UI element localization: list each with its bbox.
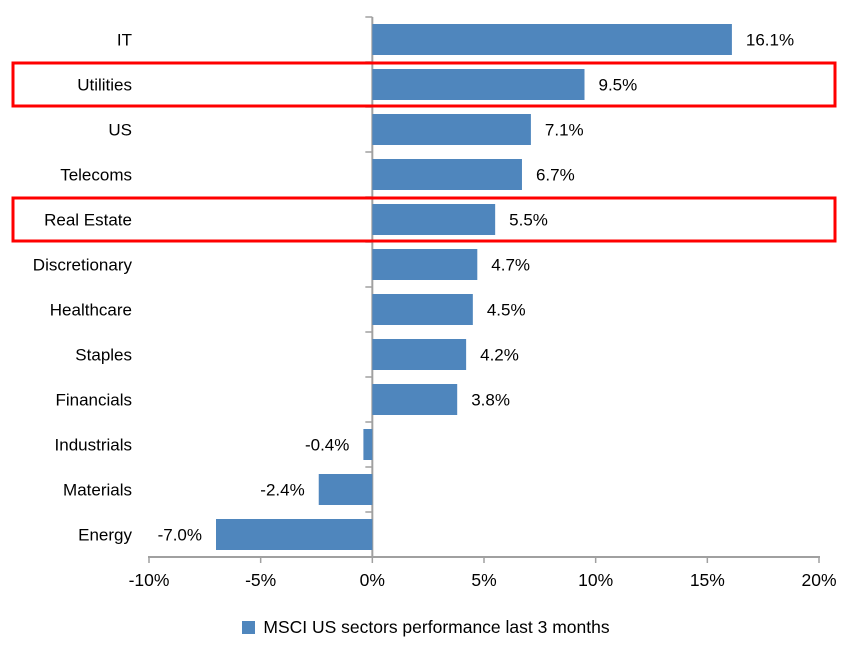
bar: [318, 474, 373, 505]
highlight-box: [11, 61, 837, 108]
value-label: 16.1%: [746, 30, 794, 49]
bar: [216, 519, 373, 550]
legend-label: MSCI US sectors performance last 3 month…: [263, 616, 610, 637]
category-label: Utilities: [77, 75, 132, 94]
value-label: -0.4%: [305, 435, 349, 454]
value-axis-tick-label: 0%: [360, 570, 385, 590]
bar: [372, 114, 531, 145]
bar: [372, 339, 467, 370]
category-label: US: [108, 120, 132, 139]
bar: [372, 249, 478, 280]
value-axis-tick-label: -10%: [129, 570, 170, 590]
value-label: 7.1%: [545, 120, 584, 139]
legend: MSCI US sectors performance last 3 month…: [0, 614, 852, 640]
category-label: Industrials: [55, 435, 132, 454]
category-label: Materials: [63, 480, 132, 499]
value-label: 9.5%: [599, 75, 638, 94]
category-label: Real Estate: [44, 210, 132, 229]
category-label: Telecoms: [60, 165, 132, 184]
value-axis-tick-label: 20%: [801, 570, 836, 590]
legend-marker-icon: [242, 620, 256, 634]
bar: [372, 204, 496, 235]
highlight-box: [11, 196, 837, 243]
value-axis-tick-label: -5%: [245, 570, 276, 590]
value-label: 5.5%: [509, 210, 548, 229]
value-label: 6.7%: [536, 165, 575, 184]
bar: [372, 294, 473, 325]
bar: [363, 429, 373, 460]
value-label: 3.8%: [471, 390, 510, 409]
bar: [372, 159, 522, 190]
value-label: -2.4%: [260, 480, 304, 499]
category-label: Healthcare: [50, 300, 132, 319]
value-label: 4.2%: [480, 345, 519, 364]
value-axis-tick-label: 10%: [578, 570, 613, 590]
category-label: Discretionary: [33, 255, 133, 274]
value-label: -7.0%: [158, 525, 202, 544]
value-axis-tick-label: 5%: [471, 570, 496, 590]
category-label: IT: [117, 30, 132, 49]
chart-svg: -10% -5% 0% 5% 10% 15% 20% IT 16.1% Utilities 9.5%…: [11, 16, 837, 590]
bar: [372, 69, 585, 100]
category-label: Staples: [75, 345, 132, 364]
bar: [372, 384, 458, 415]
value-label: 4.5%: [487, 300, 526, 319]
value-axis-tick-label: 15%: [690, 570, 725, 590]
bar: [372, 24, 732, 55]
category-label: Financials: [55, 390, 132, 409]
category-label: Energy: [78, 525, 132, 544]
value-label: 4.7%: [491, 255, 530, 274]
